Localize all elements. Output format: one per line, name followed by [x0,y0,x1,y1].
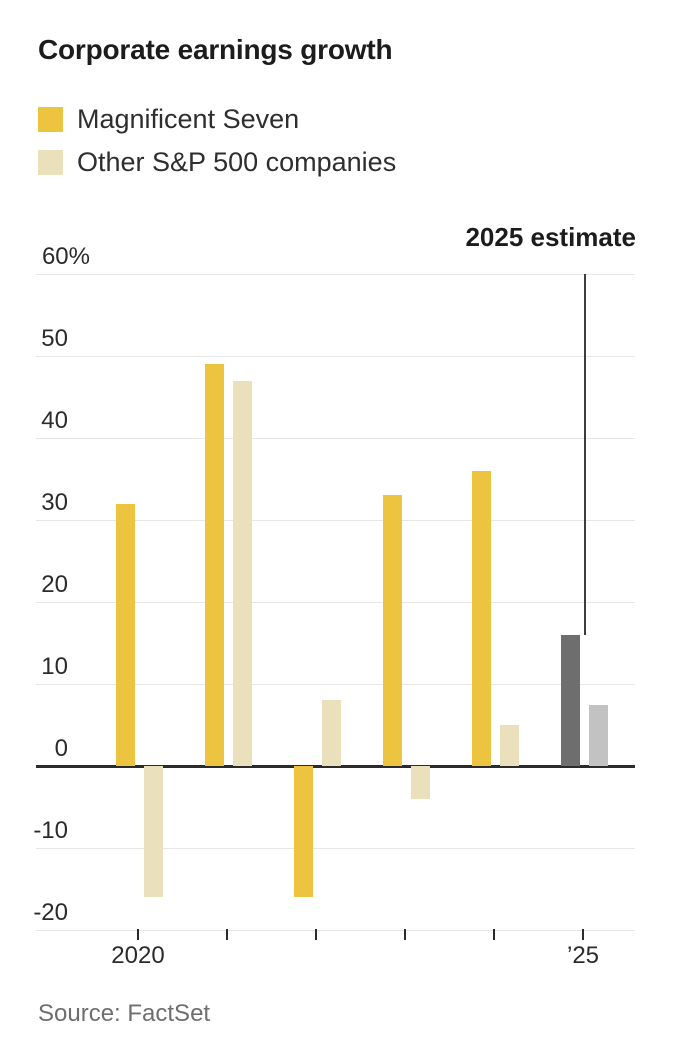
xtick-2024 [493,929,495,940]
legend-item-magnificent-seven: Magnificent Seven [38,104,396,135]
xtick-2021 [226,929,228,940]
legend-swatch-magnificent-seven [38,107,63,132]
bar-other-s-p-500-companies-2021 [233,380,252,766]
source-label: Source: FactSet [38,1000,211,1027]
xtick-label-2025: ’25 [566,942,600,969]
bar-magnificent-seven-2024 [472,470,491,766]
xtick-2025 [582,929,584,940]
ytick-label-0: 0 [54,735,68,762]
xtick-2020 [137,929,139,940]
gridline-50 [36,356,635,357]
ytick-label-30: 30 [41,489,68,516]
bar-magnificent-seven-2025 [561,634,580,766]
xtick-2023 [404,929,406,940]
ytick-label--20: -20 [33,899,68,926]
xtick-2022 [315,929,317,940]
bar-other-s-p-500-companies-2022 [322,700,341,766]
gridline-40 [36,438,635,439]
gridline-20 [36,602,635,603]
ytick-label-40: 40 [41,407,68,434]
legend-label-magnificent-seven: Magnificent Seven [77,104,300,134]
bar-other-s-p-500-companies-2023 [411,766,430,799]
bar-magnificent-seven-2022 [294,766,313,898]
bar-magnificent-seven-2021 [205,364,224,766]
bar-other-s-p-500-companies-2025 [589,704,608,766]
gridline-30 [36,520,635,521]
ytick-label-10: 10 [41,653,68,680]
gridline--10 [36,848,635,849]
gridline--20 [36,930,635,931]
ytick-label--10: -10 [33,817,68,844]
bar-other-s-p-500-companies-2024 [500,725,519,766]
ytick-label-20: 20 [41,571,68,598]
gridline-10 [36,684,635,685]
ytick-label-50: 50 [41,325,68,352]
estimate-annotation-line [584,274,586,635]
xtick-label-2020: 2020 [111,942,165,969]
legend-label-other-sp500: Other S&P 500 companies [77,147,397,177]
legend-item-other-sp500: Other S&P 500 companies [38,147,396,178]
gridline-60 [36,274,635,275]
bar-other-s-p-500-companies-2020 [144,766,163,898]
bar-magnificent-seven-2023 [383,495,402,766]
legend: Magnificent Seven Other S&P 500 companie… [38,104,396,190]
chart-title: Corporate earnings growth [38,34,393,65]
ytick-label-60: 60% [41,243,90,270]
bar-magnificent-seven-2020 [116,503,135,766]
legend-swatch-other-sp500 [38,150,63,175]
gridline-0 [36,765,635,768]
estimate-annotation-label: 2025 estimate [465,222,636,252]
